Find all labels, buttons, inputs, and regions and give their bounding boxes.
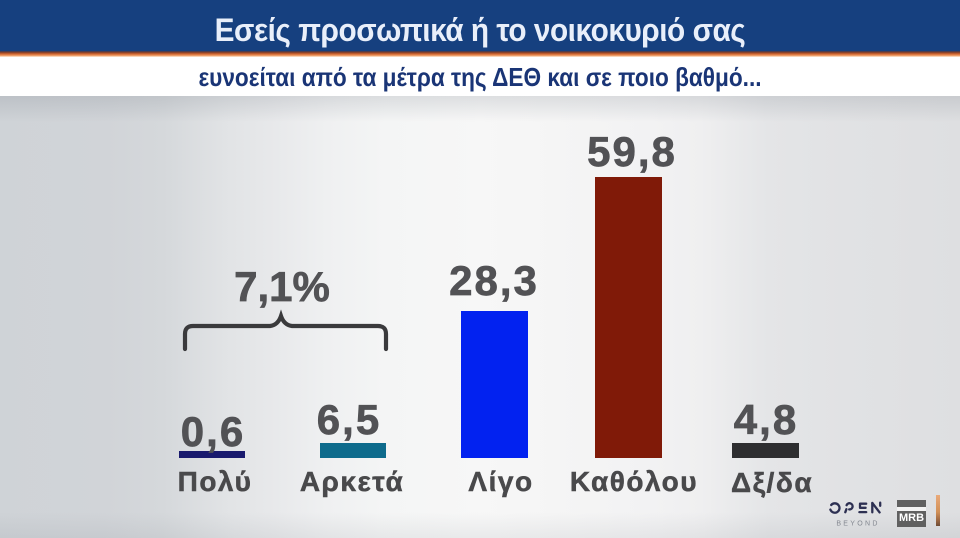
- svg-text:BEYOND: BEYOND: [836, 521, 879, 528]
